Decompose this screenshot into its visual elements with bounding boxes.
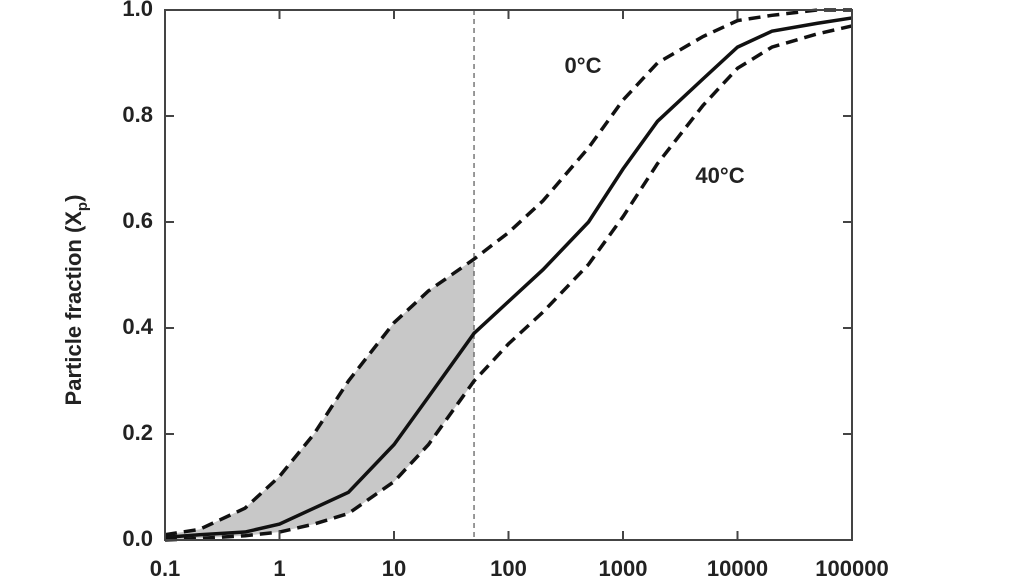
x-tick-label: 10 (382, 556, 406, 576)
plot-frame (164, 9, 853, 541)
data-line (164, 24, 853, 542)
x-tick-label: 0.1 (150, 556, 181, 576)
x-tick-label: 100 (490, 556, 527, 576)
y-label-text: Particle fraction (X (61, 211, 86, 406)
x-tick-label: 10000 (707, 556, 768, 576)
y-tick-label: 0.6 (122, 208, 153, 233)
x-tick-label: 1000 (599, 556, 648, 576)
annotation: 40°C (695, 163, 744, 188)
data-line (164, 8, 852, 537)
shaded-area (165, 259, 475, 540)
annotation: 0°C (565, 53, 602, 78)
y-axis-label: Particle fraction (Xp) (61, 195, 91, 406)
data-line (164, 16, 853, 540)
y-tick-label: 0.4 (122, 314, 153, 339)
y-tick-label: 0.8 (122, 102, 153, 127)
x-tick-label: 100000 (815, 556, 888, 576)
y-label-sub: p (74, 202, 91, 211)
y-tick-label: 0.2 (122, 420, 153, 445)
y-tick-label: 1.0 (122, 0, 153, 21)
y-tick-label: 0.0 (122, 526, 153, 551)
y-label-close: ) (61, 195, 86, 202)
x-tick-label: 1 (273, 556, 285, 576)
